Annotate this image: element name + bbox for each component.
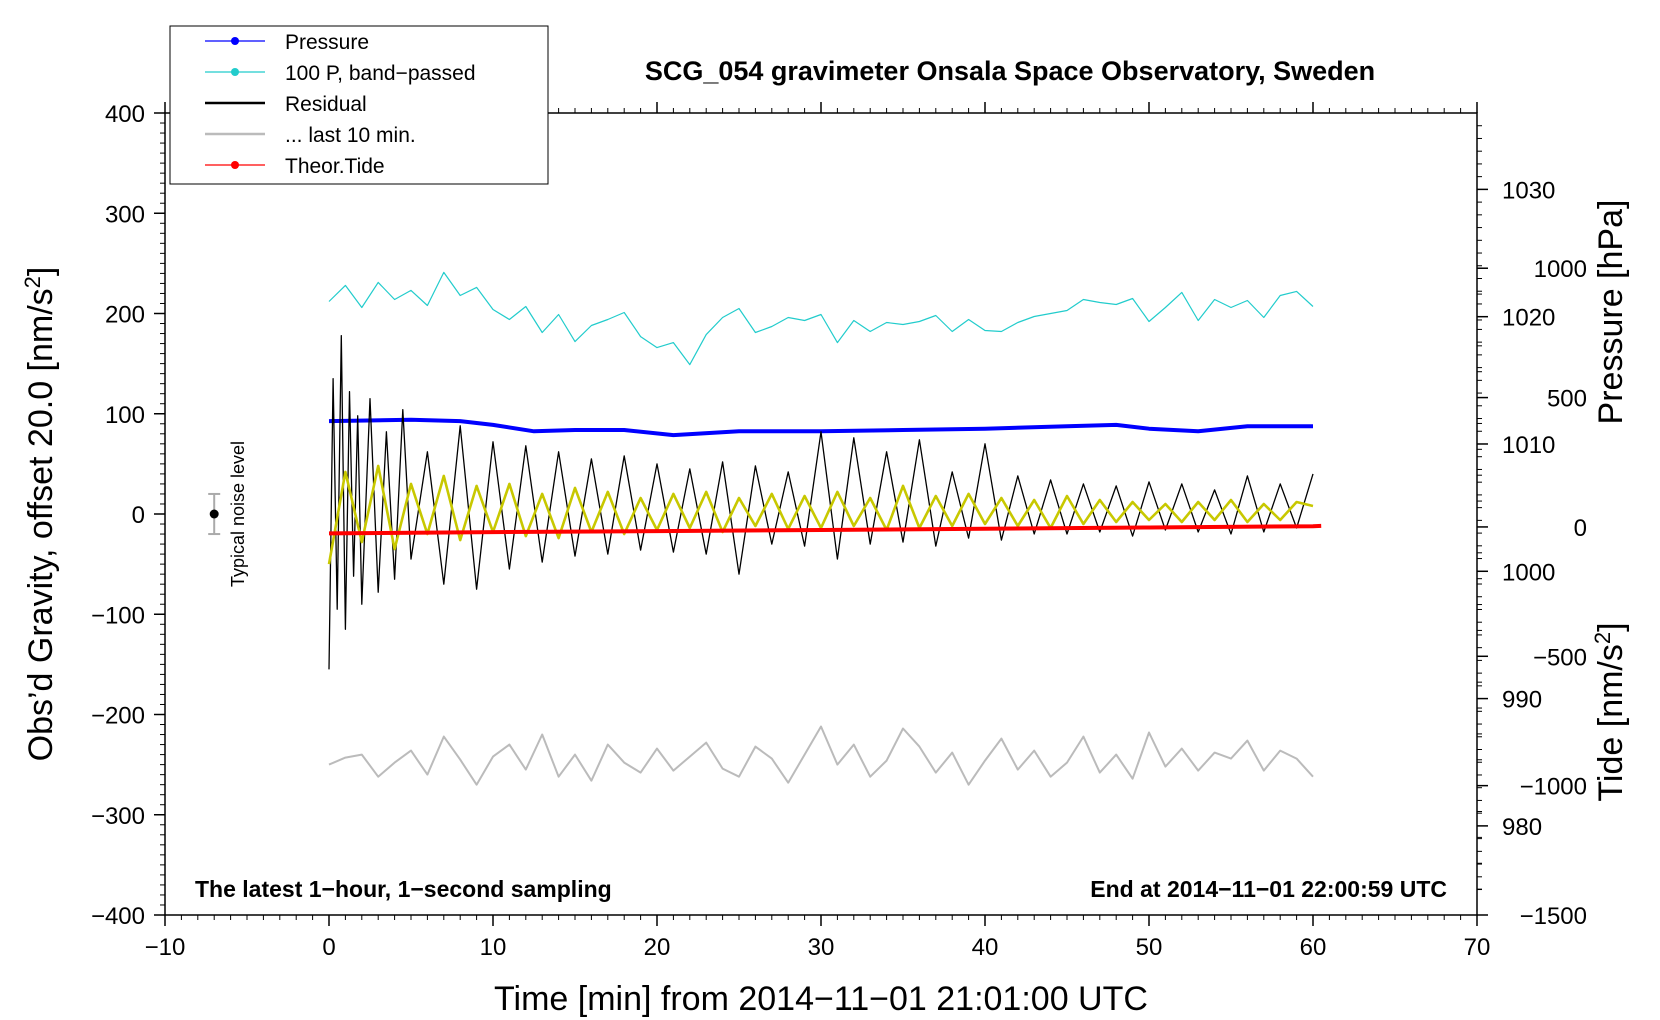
legend-label: Pressure (285, 31, 369, 54)
pressure-tick-label: 1020 (1502, 305, 1555, 332)
pressure-tick-label: 1010 (1502, 432, 1555, 459)
legend-marker (231, 161, 239, 169)
x-tick-label: 0 (322, 934, 335, 961)
series-pressure-bandpassed (328, 271, 1314, 366)
series-pressure (328, 417, 1313, 438)
x-tick-label: 70 (1464, 934, 1491, 961)
y-tick-label: 100 (105, 402, 145, 429)
x-tick-label: 20 (644, 934, 671, 961)
x-tick-label: 40 (972, 934, 999, 961)
x-axis-title: Time [min] from 2014−11−01 21:01:00 UTC (494, 980, 1148, 1018)
y-axis-title-tide: Tide [nm/s2] (1590, 622, 1630, 801)
x-tick-label: 60 (1300, 934, 1327, 961)
y-axis-title-pressure: Pressure [hPa] (1592, 200, 1630, 425)
pressure-tick-label: 980 (1502, 814, 1542, 841)
legend-marker (231, 37, 239, 45)
tide-tick-label: −500 (1533, 644, 1587, 671)
x-tick-label: 50 (1136, 934, 1163, 961)
tide-tick-label: 500 (1547, 386, 1587, 413)
legend-marker (231, 68, 239, 76)
note-sampling: The latest 1−hour, 1−second sampling (195, 876, 612, 902)
tide-tick-label: 0 (1574, 515, 1587, 542)
legend-label: Residual (285, 93, 367, 116)
pressure-tick-label: 1000 (1502, 559, 1555, 586)
legend-label: ... last 10 min. (285, 124, 416, 147)
y-tick-label: 0 (132, 502, 145, 529)
legend: Pressure 100 P, band−passed Residual ... la… (169, 25, 549, 185)
pressure-tick-label: 1030 (1502, 177, 1555, 204)
tide-tick-label: 1000 (1534, 256, 1587, 283)
y-tick-label: −400 (91, 903, 145, 930)
tide-tick-label: −1500 (1520, 903, 1587, 930)
series-theoretical-tide (328, 523, 1322, 536)
legend-label: Theor.Tide (285, 155, 385, 178)
pressure-tick-label: 990 (1502, 687, 1542, 714)
x-tick-label: 10 (480, 934, 507, 961)
series-last-10-min (328, 725, 1314, 786)
ticks-layer: −10 0 10 20 30 40 50 60 70−400−300−200−100010020… (91, 101, 1587, 961)
y-tick-label: −200 (91, 703, 145, 730)
y-tick-label: 400 (105, 101, 145, 128)
noise-center-dot (209, 509, 219, 519)
series-layer (327, 271, 1322, 786)
y-tick-label: 200 (105, 302, 145, 329)
x-tick-label: 30 (808, 934, 835, 961)
note-end-time: End at 2014−11−01 22:00:59 UTC (1090, 876, 1447, 902)
noise-indicator: Typical noise level (208, 441, 248, 587)
y-tick-label: −100 (91, 602, 145, 629)
y-tick-label: −300 (91, 803, 145, 830)
tide-tick-label: −1000 (1520, 774, 1587, 801)
y-axis-title-left: Obs’d Gravity, offset 20.0 [nm/s2] (20, 267, 60, 762)
y-tick-label: 300 (105, 201, 145, 228)
chart-title: SCG_054 gravimeter Onsala Space Observat… (645, 56, 1375, 86)
legend-label: 100 P, band−passed (285, 62, 476, 85)
noise-label: Typical noise level (228, 441, 248, 587)
legend-box (169, 25, 549, 185)
x-tick-label: −10 (145, 934, 186, 961)
